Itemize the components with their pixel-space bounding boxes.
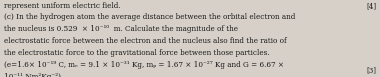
Text: electrostatic force between the electron and the nucleus also find the ratio of: electrostatic force between the electron… [4,37,287,45]
Text: 10⁻¹¹ Nm²Kg⁻²): 10⁻¹¹ Nm²Kg⁻²) [4,73,61,77]
Text: the nucleus is 0.529  × 10⁻¹⁰  m. Calculate the magnitude of the: the nucleus is 0.529 × 10⁻¹⁰ m. Calculat… [4,25,238,33]
Text: (e=1.6× 10⁻¹⁹ C, mₑ = 9.1 × 10⁻³¹ Kg, mₚ = 1.67 × 10⁻²⁷ Kg and G = 6.67 ×: (e=1.6× 10⁻¹⁹ C, mₑ = 9.1 × 10⁻³¹ Kg, mₚ… [4,61,284,69]
Text: [3]: [3] [366,66,376,74]
Text: represent uniform electric field.: represent uniform electric field. [4,2,120,10]
Text: (c) In the hydrogen atom the average distance between the orbital electron and: (c) In the hydrogen atom the average dis… [4,13,295,21]
Text: the electrostatic force to the gravitational force between those particles.: the electrostatic force to the gravitati… [4,49,269,57]
Text: [4]: [4] [366,2,376,10]
